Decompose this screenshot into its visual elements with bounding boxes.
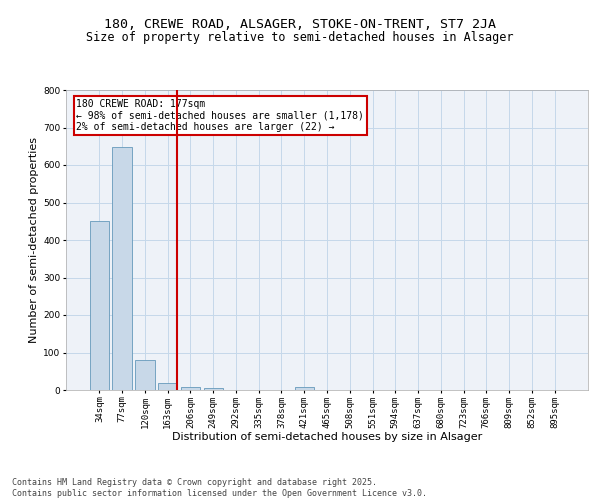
Bar [90, 221, 109, 390]
Text: 180, CREWE ROAD, ALSAGER, STOKE-ON-TRENT, ST7 2JA: 180, CREWE ROAD, ALSAGER, STOKE-ON-TRENT… [104, 18, 496, 30]
X-axis label: Distribution of semi-detached houses by size in Alsager: Distribution of semi-detached houses by … [172, 432, 482, 442]
Text: Contains HM Land Registry data © Crown copyright and database right 2025.
Contai: Contains HM Land Registry data © Crown c… [12, 478, 427, 498]
Bar [295, 388, 314, 390]
Y-axis label: Number of semi-detached properties: Number of semi-detached properties [29, 137, 39, 343]
Bar [135, 360, 155, 390]
Bar [112, 147, 132, 390]
Bar [203, 388, 223, 390]
Bar [181, 387, 200, 390]
Text: 180 CREWE ROAD: 177sqm
← 98% of semi-detached houses are smaller (1,178)
2% of s: 180 CREWE ROAD: 177sqm ← 98% of semi-det… [76, 99, 364, 132]
Bar [158, 382, 178, 390]
Text: Size of property relative to semi-detached houses in Alsager: Size of property relative to semi-detach… [86, 31, 514, 44]
